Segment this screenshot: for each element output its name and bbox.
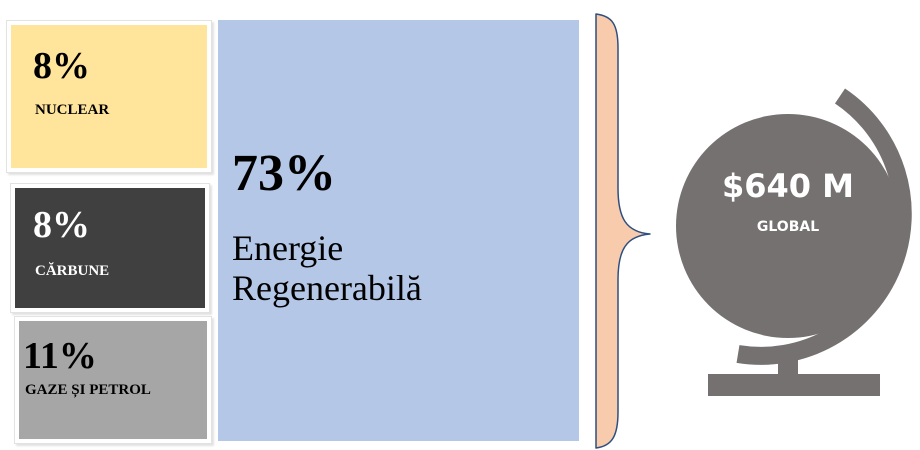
segment-renewable-label-line1: Energie <box>232 228 344 268</box>
segment-nuclear-fill <box>11 25 207 168</box>
globe-icon <box>676 88 912 396</box>
segment-carbune: 8% CĂRBUNE <box>10 183 210 313</box>
segment-renewable-percent: 73% <box>232 145 336 202</box>
segment-renewable-label-line2: Regenerabilă <box>232 268 422 308</box>
segment-carbune-percent: 8% <box>33 204 90 246</box>
segment-gaze-petrol-fill <box>19 321 207 439</box>
segment-gaze-petrol: 11% GAZE ȘI PETROL <box>14 316 212 444</box>
segment-carbune-fill <box>15 188 205 308</box>
curly-brace-icon <box>595 13 651 449</box>
segment-nuclear-label: NUCLEAR <box>35 102 110 118</box>
segment-renewable <box>218 20 579 441</box>
segment-nuclear: 8% NUCLEAR <box>6 20 212 173</box>
segment-gaze-petrol-label: GAZE ȘI PETROL <box>25 382 151 398</box>
globe-value: $640 M <box>721 167 855 205</box>
globe-label: GLOBAL <box>756 219 820 235</box>
segment-nuclear-percent: 8% <box>33 45 90 87</box>
segment-gaze-petrol-percent: 11% <box>23 335 97 377</box>
segment-carbune-label: CĂRBUNE <box>35 263 110 279</box>
segment-renewable-label: Energie Regenerabilă <box>232 228 422 308</box>
